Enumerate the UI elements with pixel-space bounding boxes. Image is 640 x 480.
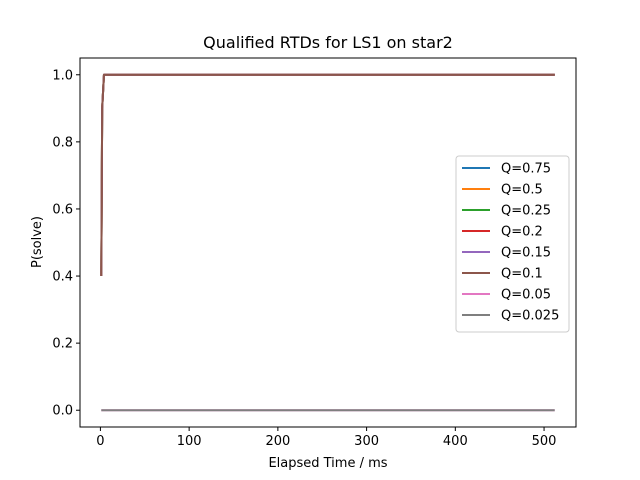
plot-frame xyxy=(79,57,577,428)
legend-label: Q=0.1 xyxy=(501,267,543,282)
x-tick-label: 300 xyxy=(354,434,379,449)
legend-label: Q=0.15 xyxy=(501,246,551,261)
x-tick-label: 0 xyxy=(96,434,104,449)
legend-label: Q=0.2 xyxy=(501,225,543,240)
x-tick-label: 400 xyxy=(443,434,468,449)
chart-title: Qualified RTDs for LS1 on star2 xyxy=(203,33,453,52)
legend-label: Q=0.25 xyxy=(501,204,551,219)
y-tick-label: 0.0 xyxy=(52,404,73,419)
x-tick-label: 500 xyxy=(532,434,557,449)
x-axis-label: Elapsed Time / ms xyxy=(268,456,387,471)
legend-label: Q=0.75 xyxy=(501,162,551,177)
y-tick-label: 0.8 xyxy=(52,135,73,150)
legend-label: Q=0.025 xyxy=(501,309,559,324)
legend-box xyxy=(455,155,570,333)
y-tick-label: 0.2 xyxy=(52,337,73,352)
legend: Q=0.75 Q=0.5 Q=0.25 Q=0.2 Q=0.15 Q=0.1 Q=0.05 Q… xyxy=(455,155,570,333)
y-axis-ticks: 0.0 0.2 0.4 0.6 0.8 1.0 xyxy=(52,68,80,419)
series-layer xyxy=(100,73,555,412)
y-tick-label: 1.0 xyxy=(52,68,73,83)
y-tick-label: 0.4 xyxy=(52,270,73,285)
series-line-5 xyxy=(100,73,555,277)
x-tick-label: 200 xyxy=(265,434,290,449)
y-axis-label: P(solve) xyxy=(30,216,45,268)
y-tick-label: 0.6 xyxy=(52,202,73,217)
legend-label: Q=0.5 xyxy=(501,183,543,198)
legend-label: Q=0.05 xyxy=(501,288,551,303)
x-axis-ticks: 0 100 200 300 400 500 xyxy=(96,427,556,449)
x-tick-label: 100 xyxy=(177,434,202,449)
